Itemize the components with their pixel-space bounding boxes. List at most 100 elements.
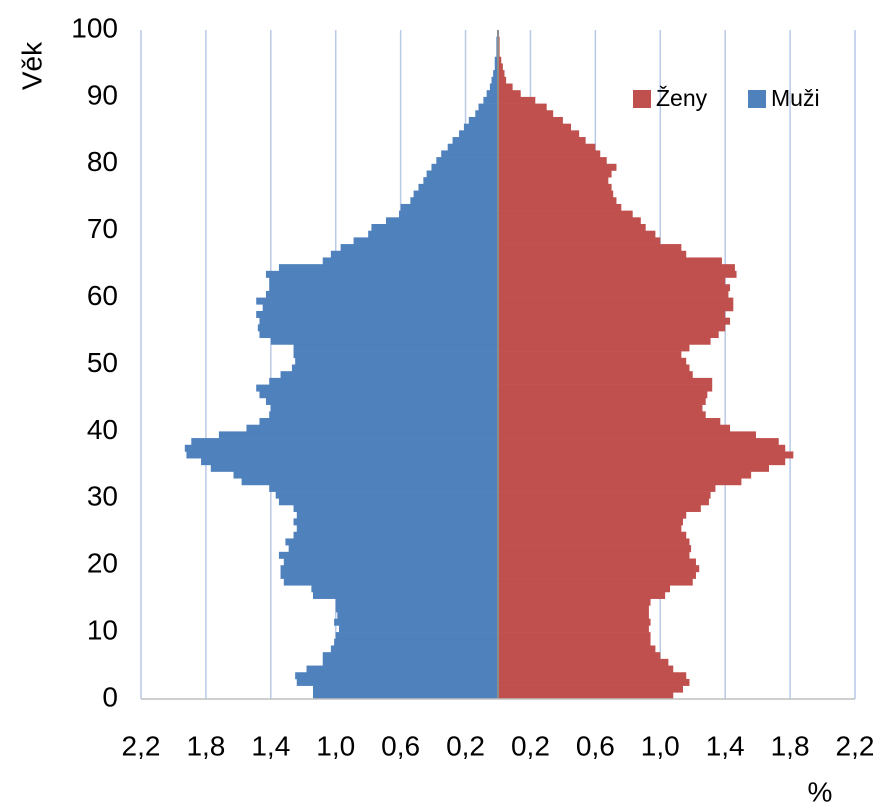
bar xyxy=(498,605,649,613)
bar xyxy=(259,317,498,325)
y-tick-label: 30 xyxy=(87,481,118,512)
bar xyxy=(322,257,498,265)
bar xyxy=(498,210,633,218)
bar xyxy=(210,464,498,472)
bar xyxy=(452,137,498,145)
legend-label: Muži xyxy=(771,85,820,111)
bar xyxy=(293,351,498,359)
bar xyxy=(498,116,563,124)
bar xyxy=(313,591,498,599)
bar xyxy=(498,531,687,539)
bar xyxy=(498,143,596,151)
bar xyxy=(498,110,554,118)
bar xyxy=(478,103,498,111)
y-tick-label: 10 xyxy=(87,614,118,645)
bar xyxy=(498,371,693,379)
bar xyxy=(338,625,498,633)
bar xyxy=(270,404,498,412)
bar xyxy=(498,685,683,693)
bar xyxy=(498,250,687,258)
bar xyxy=(498,678,690,686)
x-tick-label: 0,6 xyxy=(381,730,420,761)
bar xyxy=(498,451,794,459)
y-tick-label: 60 xyxy=(87,280,118,311)
bar xyxy=(335,605,498,613)
bar xyxy=(322,652,498,660)
bar xyxy=(313,692,498,700)
bar xyxy=(201,458,499,466)
bar xyxy=(498,458,786,466)
bar xyxy=(498,632,651,640)
bar xyxy=(498,56,502,64)
bar xyxy=(498,478,742,486)
bar xyxy=(498,203,622,211)
bar xyxy=(498,63,503,71)
bar xyxy=(498,270,737,278)
bar xyxy=(498,511,687,519)
bar xyxy=(498,230,656,238)
bar xyxy=(498,471,752,479)
bar xyxy=(259,331,498,339)
bar xyxy=(498,264,735,272)
bar xyxy=(269,484,498,492)
bar xyxy=(498,217,641,225)
bar xyxy=(280,571,498,579)
bar xyxy=(498,137,586,145)
y-tick-label: 20 xyxy=(87,548,118,579)
bar xyxy=(498,197,617,205)
bar xyxy=(246,424,498,432)
bar xyxy=(498,464,769,472)
bar xyxy=(413,190,498,198)
bar xyxy=(498,404,703,412)
bar xyxy=(280,565,498,573)
bar xyxy=(306,665,498,673)
x-tick-label: 0,2 xyxy=(511,730,550,761)
bar xyxy=(498,672,687,680)
bar xyxy=(498,377,713,385)
bar xyxy=(296,678,498,686)
bar xyxy=(498,344,690,352)
bar xyxy=(256,297,498,305)
bar xyxy=(483,96,498,104)
bar xyxy=(296,511,498,519)
bar xyxy=(498,364,690,372)
bar xyxy=(278,498,498,506)
bar xyxy=(498,438,779,446)
bar xyxy=(498,551,690,559)
bar xyxy=(371,224,498,231)
bar xyxy=(265,290,498,298)
bar xyxy=(498,625,649,633)
bar xyxy=(498,504,701,512)
bar xyxy=(494,56,498,64)
bar xyxy=(498,525,682,533)
bar xyxy=(498,585,671,593)
bar xyxy=(334,638,498,646)
bar xyxy=(498,692,674,700)
bar xyxy=(386,217,498,225)
bar xyxy=(498,150,601,158)
bar xyxy=(270,337,498,345)
bar xyxy=(498,538,690,546)
bar xyxy=(259,391,498,399)
bar xyxy=(191,438,498,446)
bar xyxy=(410,197,498,205)
bar xyxy=(441,150,498,158)
bar xyxy=(423,177,498,185)
legend-swatch xyxy=(748,90,766,108)
bar xyxy=(498,96,536,104)
bar xyxy=(498,424,731,432)
bar xyxy=(498,591,666,599)
bar xyxy=(399,210,498,218)
bar xyxy=(498,130,580,138)
bar xyxy=(295,672,498,680)
bar xyxy=(291,364,498,372)
bar xyxy=(493,70,498,78)
bar xyxy=(426,170,498,178)
bar xyxy=(218,431,498,439)
bar xyxy=(498,297,734,305)
bar xyxy=(498,237,661,245)
bar xyxy=(241,478,499,486)
bar xyxy=(498,397,706,405)
bar xyxy=(498,337,711,345)
